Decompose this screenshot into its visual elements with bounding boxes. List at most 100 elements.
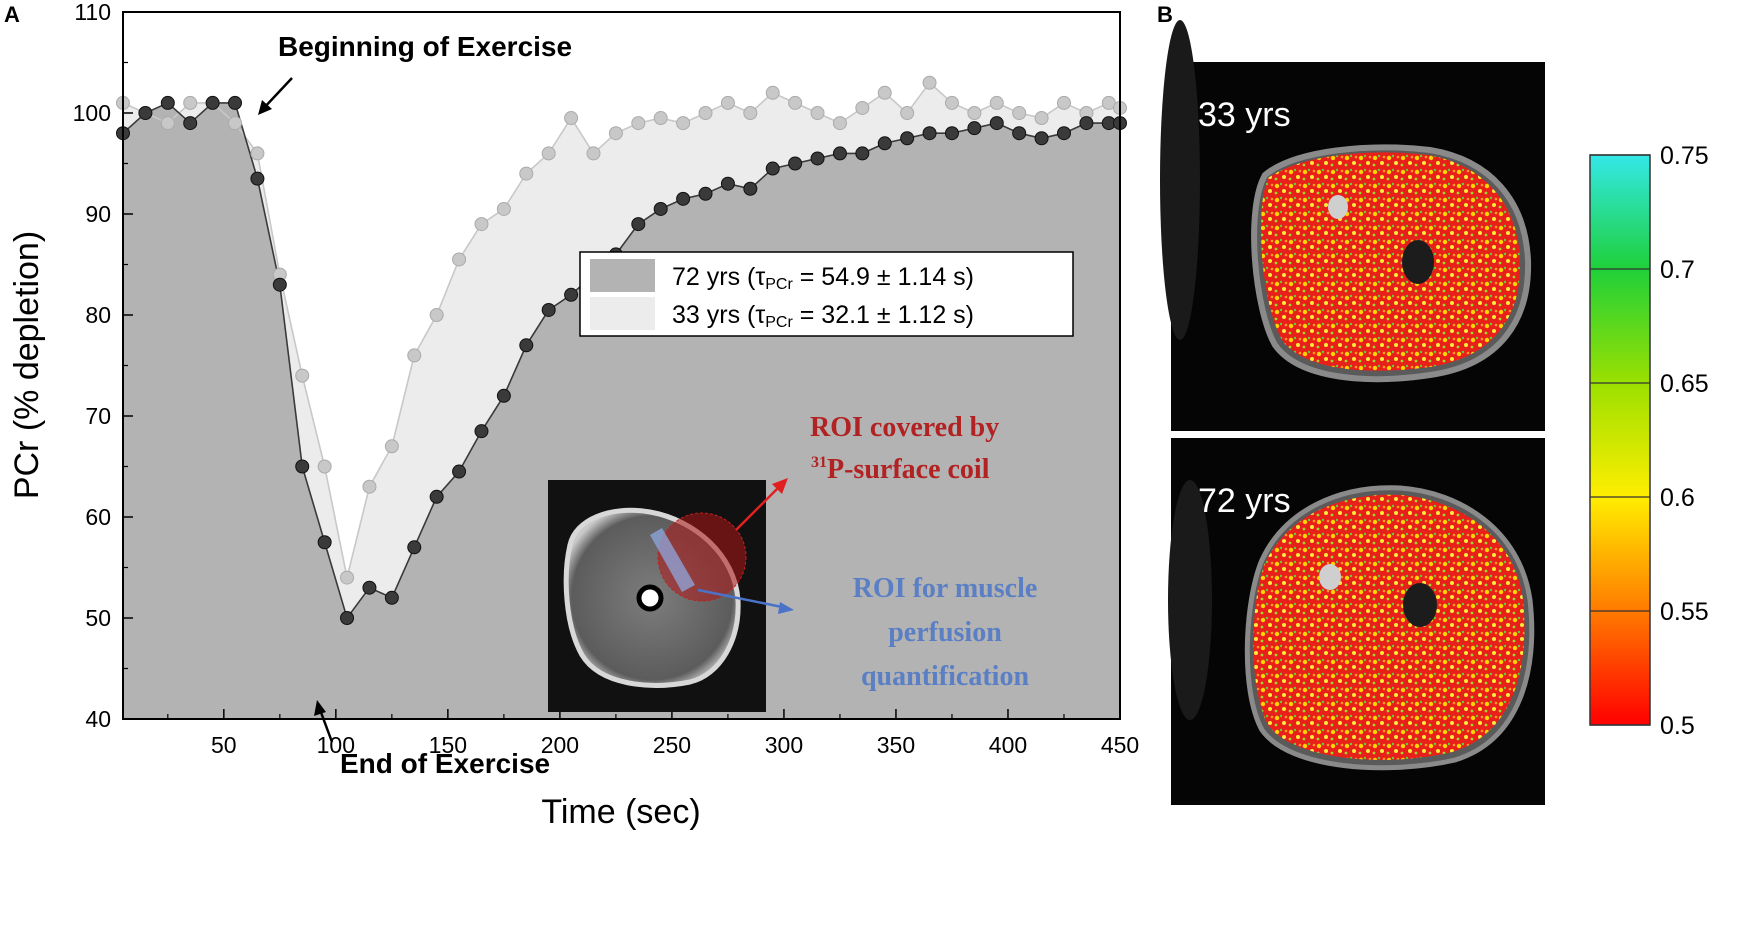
point-72-yrs: [429, 489, 444, 504]
legend-33-tau: τ: [755, 301, 765, 329]
point-33-yrs: [541, 146, 556, 161]
point-72-yrs: [272, 277, 287, 292]
point-33-yrs: [564, 111, 579, 126]
roi-perf-arrow: [697, 588, 788, 610]
point-72-yrs: [1012, 126, 1027, 141]
point-33-yrs: [877, 85, 892, 100]
legend-33-rest: = 32.1 ± 1.12 s): [793, 301, 974, 329]
x-tick-label: 350: [877, 732, 915, 758]
annotation-beginning: Beginning of Exercise: [278, 31, 572, 62]
x-tick-label: 100: [317, 732, 355, 758]
colorbar-gradient: [1589, 154, 1651, 726]
point-33-yrs: [765, 85, 780, 100]
mri-panel-bottom: 72 yrs: [1168, 438, 1545, 805]
point-72-yrs: [317, 535, 332, 550]
point-72-yrs: [250, 171, 265, 186]
roi-coil-arrowhead: [772, 478, 788, 494]
point-72-yrs: [922, 126, 937, 141]
point-33-yrs: [384, 439, 399, 454]
point-72-yrs: [788, 156, 803, 171]
point-72-yrs: [967, 121, 982, 136]
legend-swatch-72: [590, 259, 655, 292]
line-72-yrs: [122, 101, 1120, 620]
point-72-yrs: [183, 116, 198, 131]
point-33-yrs: [429, 308, 444, 322]
point-33-yrs: [586, 146, 601, 161]
point-33-yrs: [720, 95, 735, 110]
point-33-yrs: [362, 479, 377, 494]
point-72-yrs: [720, 176, 735, 191]
arrowhead-beginning: [258, 100, 272, 115]
point-33-yrs: [228, 116, 243, 131]
point-33-yrs: [989, 95, 1004, 110]
point-72-yrs: [653, 201, 668, 216]
legend-72-tau: τ: [755, 263, 765, 291]
colorbar-tick-label: 0.75: [1660, 142, 1709, 170]
colorbar-ticks: 0.75 0.7 0.65 0.6 0.55 0.5: [1590, 142, 1709, 740]
point-72-yrs: [496, 388, 511, 403]
point-72-yrs: [855, 146, 870, 161]
point-72-yrs: [676, 191, 691, 206]
roi-perfusion-rect: [650, 528, 695, 592]
point-72-yrs: [832, 146, 847, 161]
y-tick-label: 60: [85, 504, 111, 530]
x-tick-label: 450: [1101, 732, 1139, 758]
point-33-yrs: [407, 348, 422, 363]
legend-swatch-33: [590, 297, 655, 330]
mri-top-perfusion-map: [1260, 152, 1521, 371]
point-33-yrs: [676, 116, 691, 131]
y-tick-label: 80: [85, 302, 111, 328]
point-33-yrs: [788, 95, 803, 110]
roi-coil-text-2: 31P-surface coil: [811, 454, 990, 485]
x-tick-label: 250: [653, 732, 691, 758]
colorbar-tick-label: 0.55: [1660, 598, 1709, 626]
y-tick-label: 90: [85, 201, 111, 227]
point-72-yrs: [160, 95, 175, 110]
point-33-yrs: [160, 116, 175, 131]
point-33-yrs: [608, 126, 623, 141]
point-33-yrs: [1012, 106, 1027, 120]
point-72-yrs: [138, 106, 153, 120]
legend-72-rest: = 54.9 ± 1.14 s): [793, 263, 974, 291]
roi-perf-text-3: quantification: [861, 661, 1029, 692]
mri-bottom-label: 72 yrs: [1198, 482, 1291, 520]
point-72-yrs: [407, 540, 422, 555]
x-tick-label: 400: [989, 732, 1027, 758]
mri-top-label: 33 yrs: [1198, 96, 1291, 134]
point-72-yrs: [295, 459, 310, 474]
point-33-yrs: [698, 106, 713, 120]
y-tick-label: 50: [85, 605, 111, 631]
mri-inset: [548, 480, 766, 712]
point-33-yrs: [832, 116, 847, 131]
x-tick-label: 150: [429, 732, 467, 758]
y-tick-label: 110: [74, 0, 111, 25]
point-72-yrs: [474, 424, 489, 439]
colorbar-tick-label: 0.5: [1660, 712, 1695, 740]
point-33-yrs: [743, 106, 758, 120]
point-72-yrs: [810, 151, 825, 166]
point-33-yrs: [340, 570, 355, 585]
mri-bottom-vessel: [1319, 564, 1341, 590]
x-axis-title: Time (sec): [541, 793, 700, 831]
point-72-yrs: [1079, 116, 1094, 131]
roi-coil-arrow: [735, 483, 783, 531]
point-72-yrs: [944, 126, 959, 141]
point-72-yrs: [384, 590, 399, 605]
point-33-yrs: [653, 111, 668, 126]
point-33-yrs: [967, 106, 982, 120]
mri-top-vessel: [1328, 195, 1348, 219]
legend-entry-33: 33 yrs (τPCr = 32.1 ± 1.12 s): [672, 301, 974, 331]
x-tick-label: 200: [541, 732, 579, 758]
point-72-yrs: [519, 338, 534, 353]
roi-coil-text-1: ROI covered by: [810, 412, 999, 443]
point-33-yrs: [922, 75, 937, 90]
point-33-yrs: [519, 166, 534, 181]
mri-top-femur: [1402, 240, 1434, 284]
mri-inset-femur: [636, 584, 664, 612]
legend: 72 yrs (τPCr = 54.9 ± 1.14 s) 33 yrs (τP…: [579, 251, 1074, 337]
mri-bottom-femur: [1403, 583, 1437, 627]
point-33-yrs: [855, 100, 870, 115]
x-tick-label: 50: [211, 732, 237, 758]
annotation-end: End of Exercise: [340, 748, 550, 779]
